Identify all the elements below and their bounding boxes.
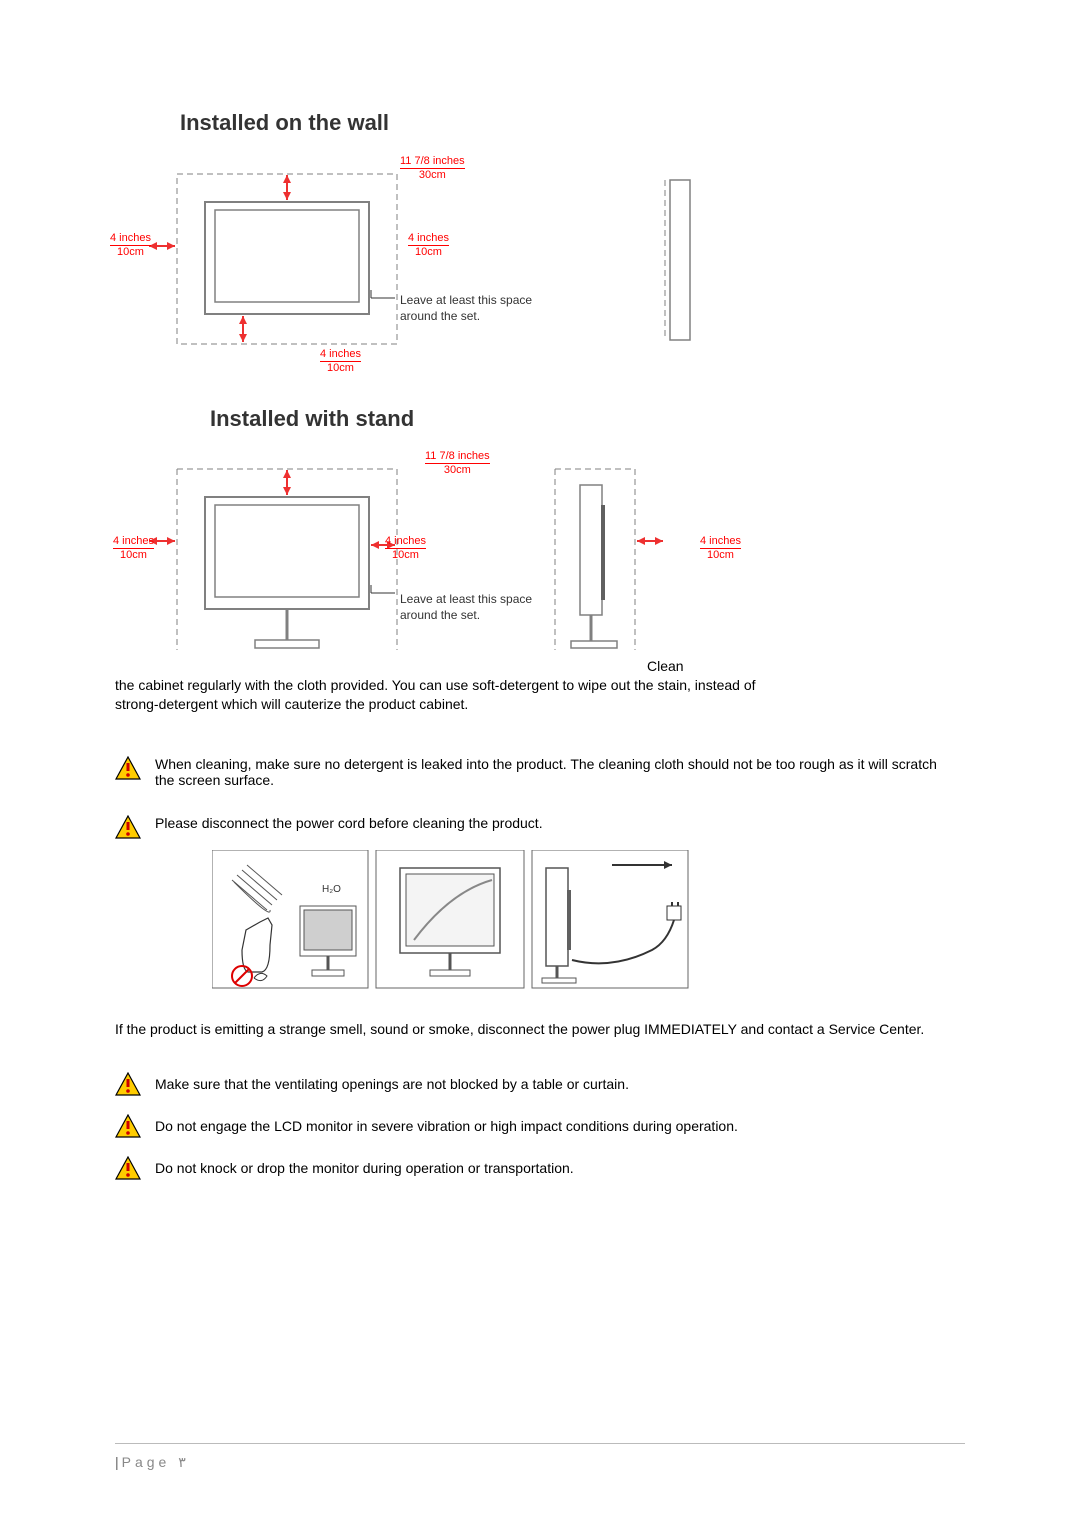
warn-text-1: When cleaning, make sure no detergent is… [155,756,945,788]
warning-icon [115,1156,141,1180]
clean-word: Clean [647,657,684,676]
page-footer: |Page ٣ [115,1443,965,1472]
dim-right-2: 4 inches10cm [700,535,741,562]
dim-left-1: 4 inches10cm [110,232,151,259]
leave-space-2: Leave at least this spacearound the set. [400,592,532,623]
warn-row-5: Do not knock or drop the monitor during … [115,1156,945,1180]
dim-mid-2: 4 inches10cm [385,535,426,562]
warn-text-3: Make sure that the ventilating openings … [155,1076,629,1092]
footer-label: Page [122,1454,171,1470]
warning-icon [115,1114,141,1138]
warning-icon [115,815,141,839]
dim-inside-1: 4 inches10cm [408,232,449,259]
para-smell: If the product is emitting a strange sme… [115,1020,955,1039]
dim-bottom-1: 4 inches10cm [320,348,361,375]
footer-number: ٣ [178,1456,186,1471]
heading-installed-stand: Installed with stand [210,406,414,432]
warn-row-2: Please disconnect the power cord before … [115,815,945,839]
diagram-wall [105,150,745,370]
dim-top-1: 11 7/8 inches30cm [400,155,465,182]
warn-row-1: When cleaning, make sure no detergent is… [115,756,945,788]
warn-row-3: Make sure that the ventilating openings … [115,1072,945,1096]
warning-icon [115,1072,141,1096]
heading-installed-wall: Installed on the wall [180,110,389,136]
warn-row-4: Do not engage the LCD monitor in severe … [115,1114,945,1138]
dim-top-2: 11 7/8 inches30cm [425,450,490,477]
leave-space-1: Leave at least this spacearound the set. [400,293,532,324]
clean-illustrations: H₂O [212,850,692,990]
para-clean: the cabinet regularly with the cloth pro… [115,676,930,714]
warn-text-2: Please disconnect the power cord before … [155,815,543,831]
dim-left-2: 4 inches10cm [113,535,154,562]
svg-text:H₂O: H₂O [322,884,341,895]
diagram-stand [105,445,875,660]
warn-text-4: Do not engage the LCD monitor in severe … [155,1118,738,1134]
warning-icon [115,756,141,780]
warn-text-5: Do not knock or drop the monitor during … [155,1160,574,1176]
